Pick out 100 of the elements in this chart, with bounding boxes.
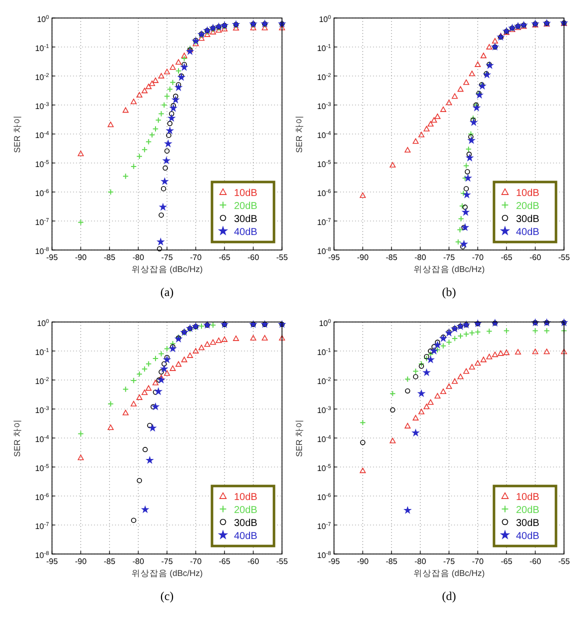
legend-label: 10dB — [234, 188, 258, 199]
x-tick-label: -70 — [472, 253, 484, 262]
x-tick-label: -60 — [529, 557, 542, 566]
y-tick-label: 10$^{-7}$ — [317, 522, 331, 531]
legend-label: 20dB — [234, 505, 258, 516]
x-tick-label: -55 — [558, 557, 570, 566]
x-tick-label: -95 — [46, 557, 58, 566]
y-tick-label: 10$^{-3}$ — [317, 406, 331, 415]
legend-label: 30dB — [516, 518, 540, 529]
x-tick-label: -90 — [356, 253, 370, 262]
x-axis-title: 위상잡음 (dBc/Hz) — [131, 568, 203, 578]
y-tick-label: 10$^{-1}$ — [35, 44, 49, 53]
y-tick-label: 10$^{-4}$ — [317, 131, 331, 140]
text: (b) — [442, 285, 456, 299]
y-tick-label: 10$^{-8}$ — [35, 551, 49, 560]
y-axis-title: SER 차이 — [294, 115, 304, 153]
y-tick-label: 10$^{-5}$ — [317, 160, 331, 169]
x-tick-label: -60 — [247, 253, 260, 262]
y-tick-label: 10$^{-1}$ — [317, 348, 331, 357]
y-tick-label: 10$^{-2}$ — [317, 73, 331, 82]
x-tick-label: -75 — [161, 557, 174, 566]
legend-label: 10dB — [234, 492, 258, 503]
x-tick-label: -80 — [414, 557, 427, 566]
x-tick-label: -70 — [190, 557, 202, 566]
y-tick-label: 10$^{-2}$ — [317, 377, 331, 386]
x-axis-title: 위상잡음 (dBc/Hz) — [413, 568, 485, 578]
x-tick-label: -75 — [443, 253, 456, 262]
y-tick-label: 10$^{-4}$ — [35, 435, 49, 444]
y-tick-label: 10$^{-2}$ — [35, 377, 49, 386]
legend-label: 10dB — [516, 188, 540, 199]
y-tick-label: 10$^{-8}$ — [317, 551, 331, 560]
y-tick-label: 10$^{0}$ — [36, 15, 49, 24]
legend-label: 20dB — [516, 201, 540, 212]
y-tick-label: 10$^{-5}$ — [35, 160, 49, 169]
y-tick-label: 10$^{-7}$ — [317, 218, 331, 227]
y-tick-label: 10$^{-4}$ — [317, 435, 331, 444]
x-tick-label: -90 — [356, 557, 370, 566]
y-tick-label: 10$^{-6}$ — [317, 189, 331, 198]
x-tick-label: -70 — [190, 253, 202, 262]
x-tick-label: -85 — [104, 557, 116, 566]
x-tick-label: -55 — [276, 557, 288, 566]
x-tick-label: -85 — [386, 253, 398, 262]
y-tick-label: 10$^{-8}$ — [35, 247, 49, 256]
x-tick-label: -90 — [74, 253, 88, 262]
legend-label: 30dB — [234, 518, 258, 529]
y-tick-label: 10$^{-2}$ — [35, 73, 49, 82]
x-tick-label: -70 — [472, 557, 484, 566]
y-tick-label: 10$^{0}$ — [36, 319, 49, 328]
x-tick-label: -95 — [46, 253, 58, 262]
text: (d) — [442, 589, 456, 603]
x-tick-label: -60 — [247, 557, 260, 566]
legend-label: 30dB — [234, 214, 258, 225]
x-tick-label: -95 — [328, 557, 340, 566]
x-tick-label: -80 — [132, 557, 145, 566]
text: (a) — [160, 285, 174, 299]
x-tick-label: -65 — [500, 253, 513, 262]
y-tick-label: 10$^{-3}$ — [35, 406, 49, 415]
x-tick-label: -75 — [161, 253, 174, 262]
y-tick-label: 10$^{0}$ — [318, 15, 331, 24]
text: (c) — [160, 589, 174, 603]
y-tick-label: 10$^{0}$ — [318, 319, 331, 328]
legend-label: 40dB — [234, 531, 258, 542]
x-tick-label: -85 — [386, 557, 398, 566]
x-tick-label: -55 — [276, 253, 288, 262]
legend-label: 20dB — [234, 201, 258, 212]
y-tick-label: 10$^{-6}$ — [317, 493, 331, 502]
y-tick-label: 10$^{-4}$ — [35, 131, 49, 140]
y-tick-label: 10$^{-3}$ — [317, 102, 331, 111]
y-tick-label: 10$^{-7}$ — [35, 218, 49, 227]
y-tick-label: 10$^{-5}$ — [35, 464, 49, 473]
x-tick-label: -55 — [558, 253, 570, 262]
x-tick-label: -65 — [218, 557, 231, 566]
x-tick-label: -65 — [218, 253, 231, 262]
y-tick-label: 10$^{-1}$ — [35, 348, 49, 357]
y-axis-title: SER 차이 — [12, 115, 22, 153]
y-axis-title: SER 차이 — [12, 419, 22, 457]
y-tick-label: 10$^{-6}$ — [35, 189, 49, 198]
y-tick-label: 10$^{-6}$ — [35, 493, 49, 502]
x-tick-label: -95 — [328, 253, 340, 262]
y-tick-label: 10$^{-8}$ — [317, 247, 331, 256]
x-tick-label: -80 — [414, 253, 427, 262]
legend-label: 40dB — [516, 227, 540, 238]
y-tick-label: 10$^{-7}$ — [35, 522, 49, 531]
legend-label: 40dB — [234, 227, 258, 238]
legend-label: 40dB — [516, 531, 540, 542]
legend-label: 20dB — [516, 505, 540, 516]
y-tick-label: 10$^{-3}$ — [35, 102, 49, 111]
y-tick-label: 10$^{-1}$ — [317, 44, 331, 53]
legend-label: 30dB — [516, 214, 540, 225]
x-axis-title: 위상잡음 (dBc/Hz) — [413, 264, 485, 274]
y-axis-title: SER 차이 — [294, 419, 304, 457]
x-tick-label: -60 — [529, 253, 542, 262]
x-tick-label: -90 — [74, 557, 88, 566]
x-tick-label: -65 — [500, 557, 513, 566]
x-tick-label: -85 — [104, 253, 116, 262]
x-tick-label: -75 — [443, 557, 456, 566]
x-axis-title: 위상잡음 (dBc/Hz) — [131, 264, 203, 274]
x-tick-label: -80 — [132, 253, 145, 262]
y-tick-label: 10$^{-5}$ — [317, 464, 331, 473]
legend-label: 10dB — [516, 492, 540, 503]
